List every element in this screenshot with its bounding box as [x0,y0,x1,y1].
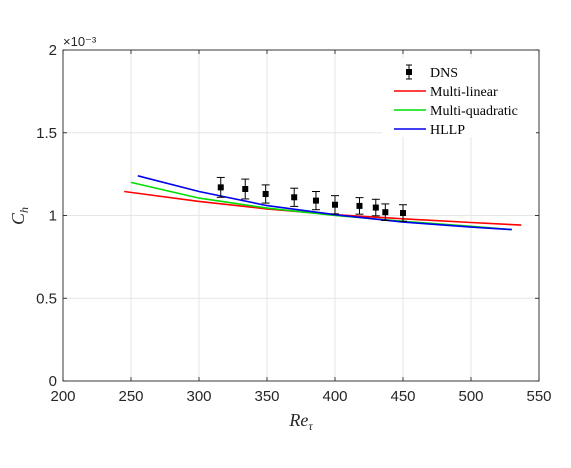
legend-label: DNS [430,66,458,81]
data-point [262,190,269,197]
series-line [137,175,512,231]
y-tick-label: 1 [49,208,57,225]
x-tick-label: 550 [526,388,551,405]
data-point [372,204,379,211]
x-tick-label: 250 [118,388,143,405]
data-point [242,186,249,193]
y-tick-label: 2 [49,42,57,59]
x-tick-label: 400 [322,388,347,405]
y-axis-label-sub: h [17,207,31,213]
x-tick-label: 200 [50,388,75,405]
legend-marker [406,69,412,75]
y-exponent-label: ×10⁻³ [63,34,97,49]
data-point [356,202,363,209]
x-tick-label: 450 [390,388,415,405]
data-point [217,184,224,191]
x-tick-label: 300 [186,388,211,405]
legend-label: HLLP [430,123,465,138]
y-axis-label: Ch [8,207,31,225]
data-point [312,197,319,204]
data-point [291,194,298,201]
x-axis-label-sub: τ [308,419,313,433]
x-tick-label: 350 [254,388,279,405]
y-tick-labels: 0 0.5 1 1.5 2 [36,42,57,390]
legend-label: Multi-quadratic [430,104,518,119]
y-tick-label: 1.5 [36,125,57,142]
x-axis-label-main: Re [288,410,308,430]
data-point [382,209,389,216]
legend-label: Multi-linear [430,85,498,100]
dns-errorbars [216,176,407,222]
y-tick-label: 0.5 [36,290,57,307]
x-axis-label: Reτ [288,410,313,433]
y-tick-label: 0 [49,373,57,390]
data-point [400,210,406,217]
y-axis-label-main: C [8,212,28,225]
legend: DNS Multi-linear Multi-quadratic HLLP [382,58,536,138]
series-lines [124,175,522,231]
x-tick-label: 500 [458,388,483,405]
data-point [332,201,338,208]
x-tick-labels: 200 250 300 350 400 450 500 550 [50,388,551,405]
tick-marks [62,49,540,382]
